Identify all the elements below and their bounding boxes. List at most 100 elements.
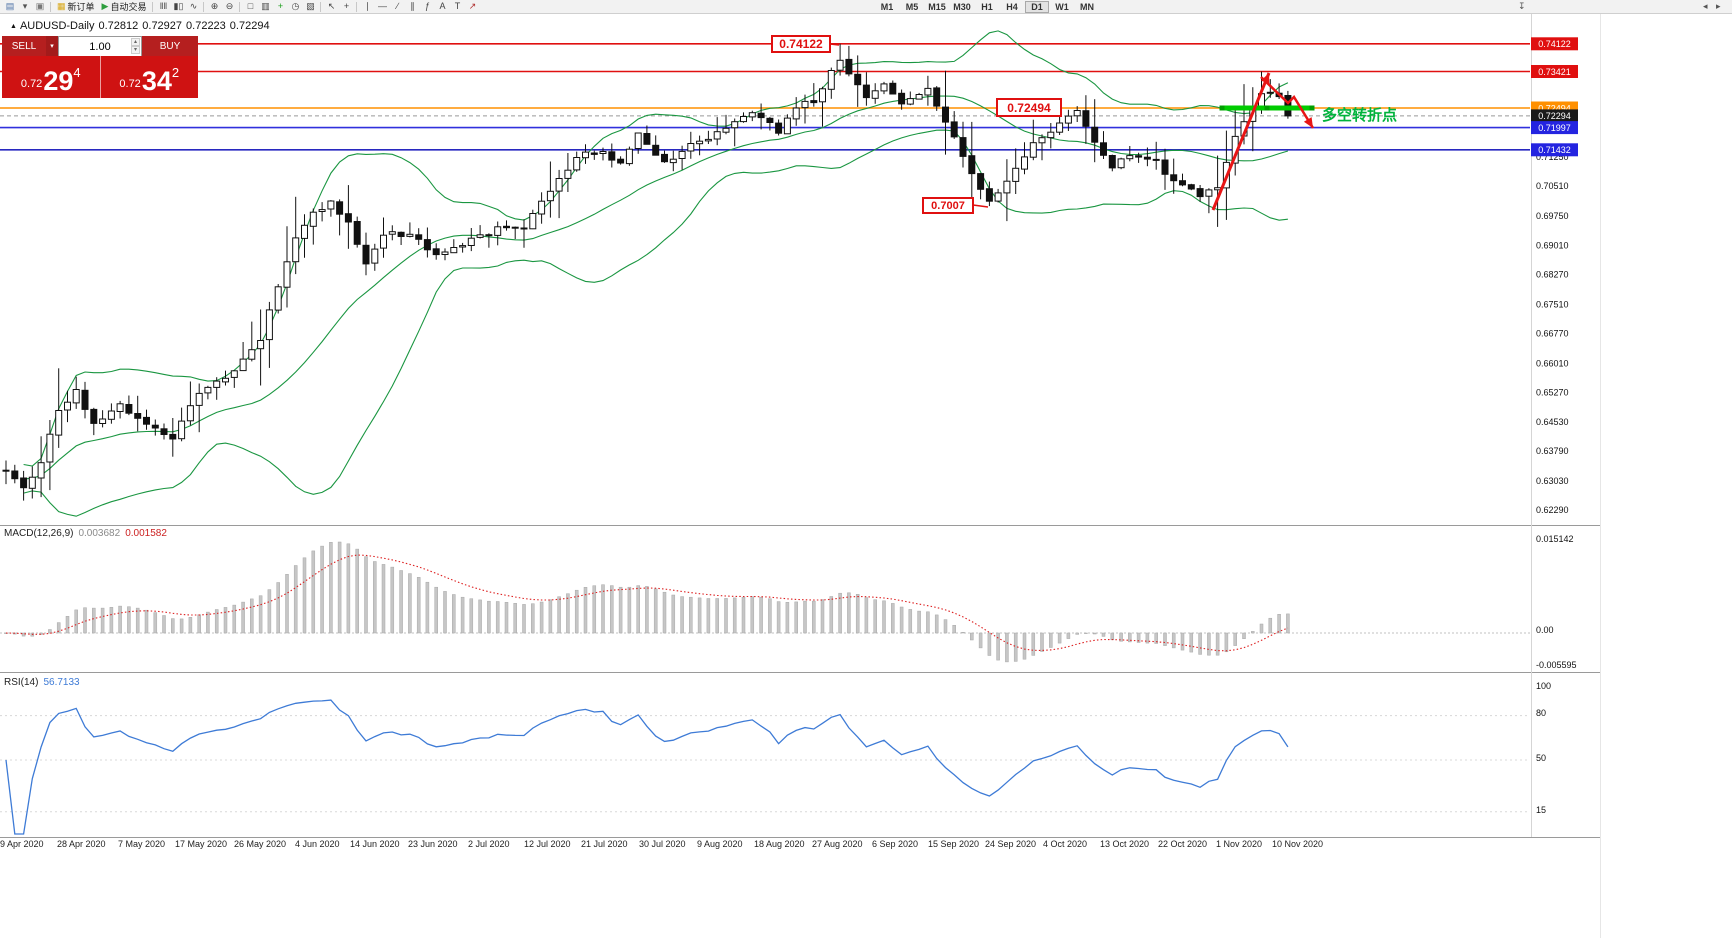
toolbar-separator [152, 1, 154, 12]
price-badge: 0.72294 [1531, 109, 1578, 123]
macd-signal-value: 0.001582 [125, 528, 167, 539]
bull-bear-pivot-note[interactable]: 多空转折点 [1322, 107, 1398, 124]
peak-price-tag: 0.74122 [771, 35, 831, 53]
volume-up-icon[interactable]: ▴ [130, 38, 140, 46]
macd-pane [0, 541, 1530, 663]
timeframe-m1[interactable]: M1 [880, 2, 894, 12]
timeframe-h1[interactable]: H1 [981, 2, 993, 12]
crosshair-icon[interactable]: + [343, 1, 350, 11]
cursor-icon[interactable]: ↖ [327, 1, 336, 11]
svg-text:0.62290: 0.62290 [1536, 505, 1569, 515]
svg-text:0.74122: 0.74122 [1538, 39, 1571, 49]
timeframe-m5[interactable]: M5 [905, 2, 919, 12]
timeframe-w1[interactable]: W1 [1055, 2, 1069, 12]
pin-icon[interactable]: ↧ [1518, 1, 1526, 11]
overflow-right-icon[interactable]: ▸ [1716, 1, 1721, 11]
overflow-left-icon[interactable]: ◂ [1703, 1, 1708, 11]
arrows-tool-icon[interactable]: ↗ [468, 1, 477, 11]
chart-dropdown-icon[interactable]: ▾ [22, 1, 28, 11]
vertical-line-icon[interactable]: ∣ [365, 1, 370, 11]
rsi-pane [0, 699, 1530, 835]
date-axis[interactable]: 9 Apr 2020 28 Apr 2020 7 May 2020 17 May 20… [0, 839, 1323, 849]
svg-text:0.73421: 0.73421 [1538, 67, 1571, 77]
price-divider [99, 56, 101, 98]
chart-header: ▲ AUDUSD-Daily 0.72812 0.72927 0.72223 0.7229… [10, 20, 270, 32]
price-axis[interactable]: 0.71250 0.70510 0.69750 0.69010 0.68270 0.675… [1531, 37, 1578, 815]
indicators-icon[interactable]: + [277, 1, 284, 11]
price-badge: 0.73421 [1531, 65, 1578, 78]
svg-text:50: 50 [1536, 753, 1546, 763]
buy-button[interactable]: BUY [142, 36, 198, 56]
channel-icon[interactable]: ∥ [410, 1, 415, 11]
timeframe-d1[interactable]: D1 [1025, 1, 1049, 13]
text-icon[interactable]: A [439, 1, 446, 11]
bar-chart-icon[interactable]: ǁǁ [159, 1, 168, 11]
timeframe-bar: M1 M5 M15 M30 H1 H4 D1 W1 MN [875, 1, 1099, 13]
svg-text:21 Jul 2020: 21 Jul 2020 [581, 839, 628, 849]
selection-handle [1219, 105, 1225, 111]
svg-text:15 Sep 2020: 15 Sep 2020 [928, 839, 979, 849]
svg-text:0.67510: 0.67510 [1536, 299, 1569, 309]
horizontal-levels[interactable] [0, 42, 1530, 151]
buy-price-head: 0.72 [119, 78, 141, 90]
chart-title: AUDUSD-Daily [19, 20, 95, 32]
timeframe-h4[interactable]: H4 [1006, 2, 1018, 12]
selection-handle [1309, 105, 1315, 111]
new-order-button[interactable]: ▦ 新订单 [57, 1, 95, 12]
svg-text:0.74122: 0.74122 [779, 37, 823, 51]
zoom-in-icon[interactable]: ⊕ [210, 1, 219, 11]
volume-steppers[interactable]: ▴ ▾ [130, 38, 140, 54]
annotations-layer[interactable]: 0.74122 0.72494 0.7007 [771, 35, 1315, 214]
line-chart-icon[interactable]: ∿ [189, 1, 198, 11]
svg-text:0.64530: 0.64530 [1536, 417, 1569, 427]
macd-name: MACD(12,26,9) [4, 528, 74, 539]
volume-box: ▴▾ [58, 36, 142, 56]
new-chart-icon[interactable]: ▤ [5, 1, 15, 11]
sell-price[interactable]: 0.72 29 4 [2, 56, 100, 98]
svg-text:9 Apr 2020: 9 Apr 2020 [0, 839, 44, 849]
label-icon[interactable]: T [454, 1, 461, 11]
sell-button[interactable]: SELL [2, 36, 46, 56]
trend-arrow [1211, 72, 1271, 211]
price-badge: 0.71997 [1531, 121, 1578, 135]
svg-text:23 Jun 2020: 23 Jun 2020 [408, 839, 458, 849]
templates-icon[interactable]: ▧ [306, 1, 315, 11]
svg-text:24 Sep 2020: 24 Sep 2020 [985, 839, 1036, 849]
sell-dropdown-icon[interactable]: ▾ [46, 36, 58, 56]
fibonacci-icon[interactable]: ƒ [424, 1, 430, 11]
volume-down-icon[interactable]: ▾ [130, 46, 140, 54]
svg-text:0.66010: 0.66010 [1536, 358, 1569, 368]
panel-frame [0, 13, 1732, 938]
auto-trading-button[interactable]: ▶ 自动交易 [101, 1, 147, 12]
svg-text:0.7007: 0.7007 [931, 200, 965, 212]
timeframe-m30[interactable]: M30 [953, 2, 971, 12]
timeframe-mn[interactable]: MN [1080, 2, 1094, 12]
tile-windows-icon[interactable]: □ [247, 1, 254, 11]
rsi-name: RSI(14) [4, 677, 39, 688]
periods-icon[interactable]: ◷ [291, 1, 300, 11]
rsi-indicator-label: RSI(14) 56.7133 [4, 677, 80, 688]
zoom-out-icon[interactable]: ⊖ [225, 1, 234, 11]
svg-text:9 Aug 2020: 9 Aug 2020 [697, 839, 743, 849]
svg-text:80: 80 [1536, 708, 1546, 718]
buy-price[interactable]: 0.72 34 2 [101, 56, 199, 98]
svg-text:0.69010: 0.69010 [1536, 240, 1569, 250]
sell-price-head: 0.72 [20, 78, 43, 90]
cascade-windows-icon[interactable]: ▥ [261, 1, 270, 11]
profiles-icon[interactable]: ▣ [35, 1, 45, 11]
svg-text:27 Aug 2020: 27 Aug 2020 [812, 839, 863, 849]
svg-text:12 Jul 2020: 12 Jul 2020 [524, 839, 571, 849]
trendline-icon[interactable]: ∕ [396, 1, 399, 11]
symbol-marker-icon: ▲ [10, 22, 17, 30]
svg-text:0.71250: 0.71250 [1536, 152, 1569, 162]
svg-text:0.71997: 0.71997 [1538, 123, 1571, 133]
candlestick-chart-icon[interactable]: ▮▯ [173, 1, 184, 11]
horizontal-line-icon[interactable]: ― [377, 1, 387, 11]
svg-text:0.72494: 0.72494 [1538, 103, 1571, 113]
sell-price-pips: 29 [43, 66, 74, 97]
bollinger-bands [23, 30, 1289, 517]
timeframe-m15[interactable]: M15 [928, 2, 946, 12]
volume-input[interactable] [59, 38, 141, 56]
